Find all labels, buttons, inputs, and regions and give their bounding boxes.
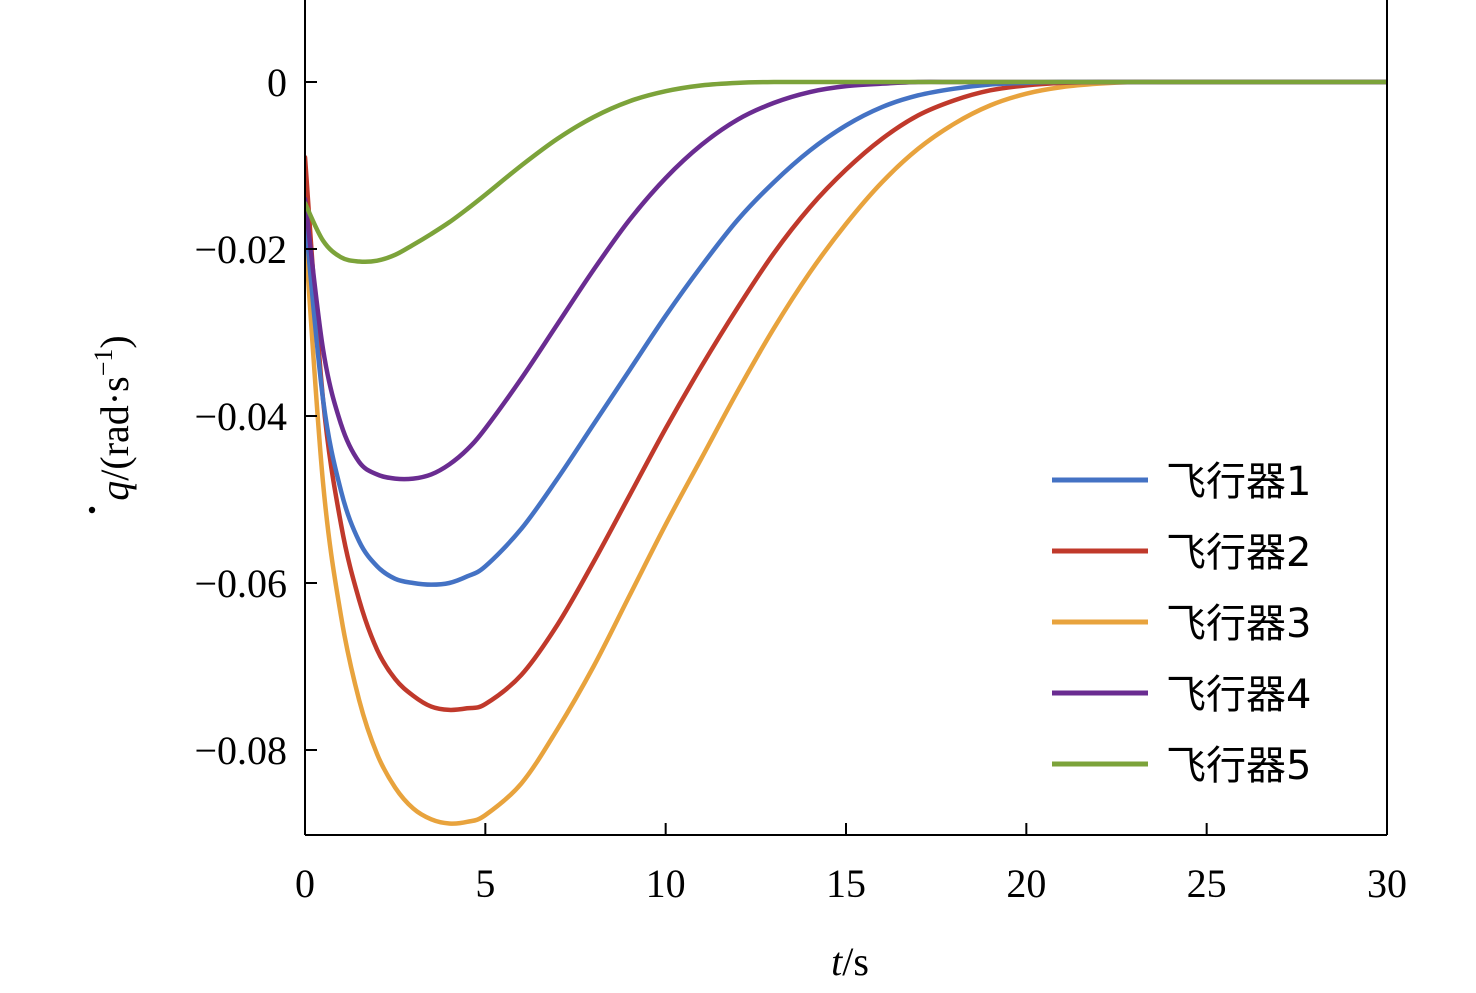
- y-tick-label: −0.08: [194, 728, 287, 773]
- series-layer: [305, 79, 1387, 826]
- x-tick-label: 25: [1187, 861, 1227, 906]
- x-tick-label: 20: [1006, 861, 1046, 906]
- y-tick-label: 0: [267, 60, 287, 105]
- x-axis-label: t/s: [831, 939, 869, 984]
- y-ticks: 0 −0.02 −0.04 −0.06 −0.08: [194, 60, 317, 773]
- y-tick-label: −0.06: [194, 561, 287, 606]
- series-line-5: [305, 79, 1387, 265]
- series-line-4: [305, 79, 1387, 482]
- y-axis-label-exp: −1: [89, 349, 118, 377]
- x-tick-label: 10: [646, 861, 686, 906]
- legend-label-3: 飞行器3: [1166, 601, 1311, 647]
- x-tick-label: 0: [295, 861, 315, 906]
- y-axis-label-close: ): [92, 335, 137, 348]
- x-axis-label-unit: /s: [842, 939, 869, 984]
- y-tick-label: −0.02: [194, 227, 287, 272]
- legend-label-2: 飞行器2: [1166, 530, 1311, 576]
- legend-label-1: 飞行器1: [1166, 459, 1311, 505]
- series-line-1: [305, 79, 1387, 587]
- svg-text:q/(rad·s−1): q/(rad·s−1): [89, 335, 137, 500]
- x-axis-label-var: t: [831, 939, 843, 984]
- y-axis-label: q/(rad·s−1): [88, 335, 137, 514]
- x-ticks: 0 5 10 15 20 25 30: [295, 823, 1407, 906]
- legend: 飞行器1 飞行器2 飞行器3 飞行器4 飞行器5: [1052, 459, 1311, 789]
- y-tick-label: −0.04: [194, 394, 287, 439]
- y-axis-label-unit: /(rad·s: [92, 376, 137, 480]
- x-tick-label: 30: [1367, 861, 1407, 906]
- legend-label-5: 飞行器5: [1166, 743, 1311, 789]
- y-axis-label-dot: [88, 506, 96, 514]
- legend-label-4: 飞行器4: [1166, 672, 1311, 718]
- y-axis-label-var: q: [92, 481, 137, 501]
- x-tick-label: 5: [475, 861, 495, 906]
- x-tick-label: 15: [826, 861, 866, 906]
